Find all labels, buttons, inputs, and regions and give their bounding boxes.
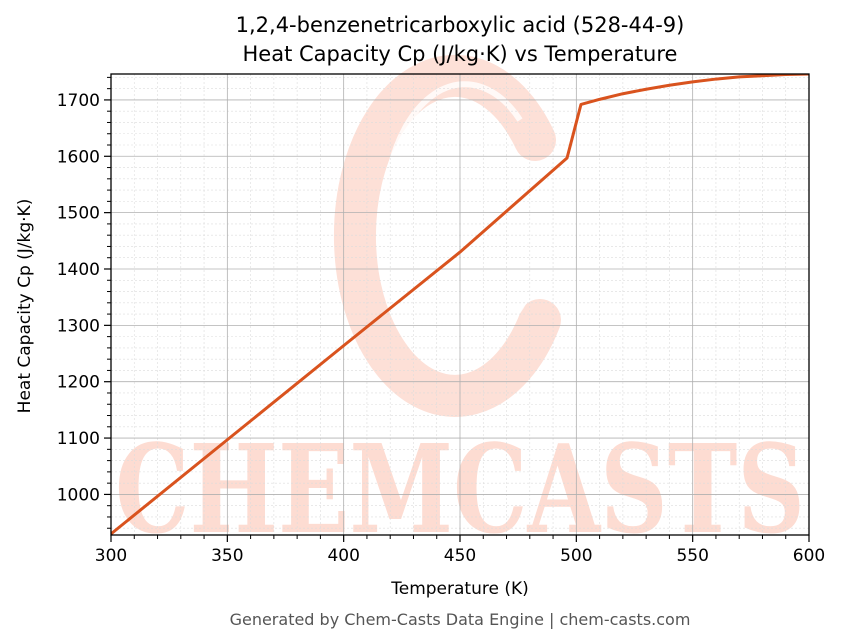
major-grid [110, 74, 810, 535]
x-tick-label: 300 [95, 546, 127, 566]
cp-series-line [111, 74, 809, 535]
y-tick-label: 1000 [57, 485, 100, 505]
x-tick-label: 600 [793, 546, 825, 566]
y-tick-labels: 1000 1100 1200 1300 1400 1500 1600 1700 [57, 91, 100, 505]
y-tick-label: 1200 [57, 373, 100, 393]
y-axis-label: Heat Capacity Cp (J/kg·K) [15, 199, 35, 414]
y-tick-label: 1300 [57, 316, 100, 336]
x-tick-label: 550 [676, 546, 708, 566]
x-tick-labels: 300 350 400 450 500 550 600 [95, 546, 825, 566]
footer-credit: Generated by Chem-Casts Data Engine | ch… [230, 610, 691, 629]
x-tick-label: 350 [211, 546, 243, 566]
x-tick-label: 500 [560, 546, 592, 566]
y-tick-label: 1400 [57, 260, 100, 280]
axis-ticks [104, 76, 810, 542]
x-tick-label: 400 [327, 546, 359, 566]
x-tick-label: 450 [444, 546, 476, 566]
y-tick-label: 1600 [57, 147, 100, 167]
x-axis-label: Temperature (K) [390, 579, 529, 599]
chart-title-line2: Heat Capacity Cp (J/kg·K) vs Temperature [243, 42, 678, 66]
y-tick-label: 1500 [57, 204, 100, 224]
y-tick-label: 1100 [57, 429, 100, 449]
series-layer [111, 74, 809, 535]
chart-title-line1: 1,2,4-benzenetricarboxylic acid (528-44-… [236, 13, 685, 37]
y-tick-label: 1700 [57, 91, 100, 111]
